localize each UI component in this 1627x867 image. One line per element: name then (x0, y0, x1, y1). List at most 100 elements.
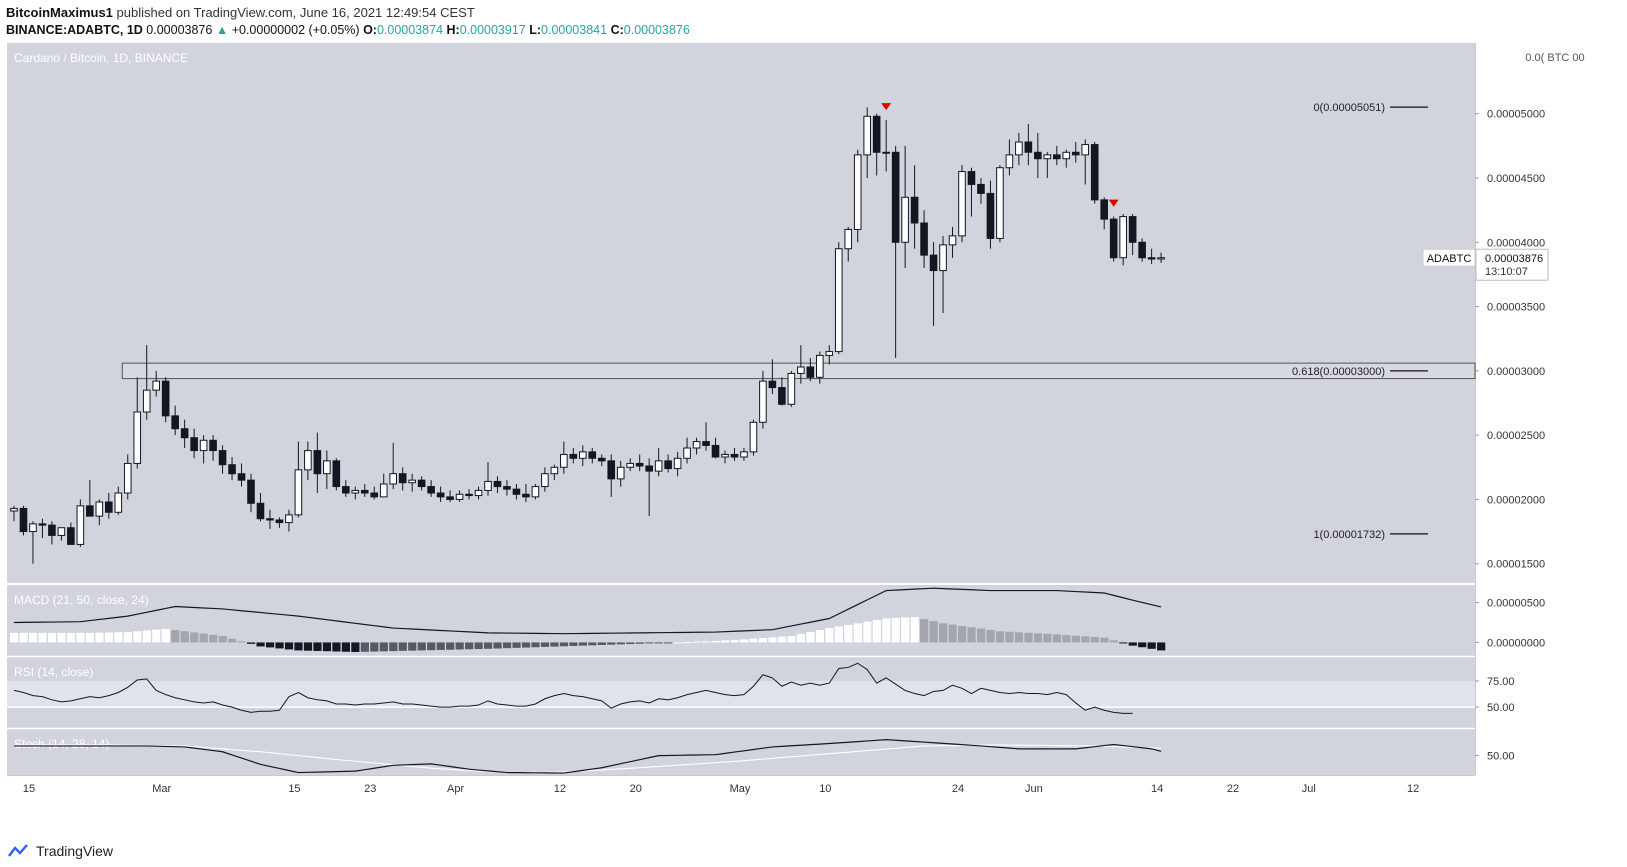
candle-up[interactable] (76, 505, 85, 545)
candle-down[interactable] (161, 380, 170, 417)
candle-up[interactable] (816, 354, 824, 378)
stoch-k-line[interactable] (14, 739, 1162, 774)
candle-down[interactable] (446, 496, 454, 500)
candle-down[interactable] (247, 479, 255, 504)
candle-up[interactable] (853, 154, 862, 230)
candle-up[interactable] (692, 441, 701, 449)
candle-down[interactable] (664, 460, 672, 470)
candle-up[interactable] (683, 447, 691, 459)
candle-up[interactable] (787, 372, 796, 405)
candle-up[interactable] (939, 244, 947, 272)
candle-up[interactable] (304, 450, 312, 471)
candle-up[interactable] (654, 460, 663, 472)
candle-down[interactable] (1138, 241, 1146, 259)
candle-down[interactable] (607, 460, 616, 480)
candle-up[interactable] (152, 380, 160, 391)
candle-up[interactable] (948, 235, 957, 246)
candle-down[interactable] (778, 387, 786, 405)
candle-down[interactable] (569, 453, 578, 459)
candle-up[interactable] (550, 466, 559, 475)
candle-down[interactable] (417, 479, 426, 488)
candle-down[interactable] (493, 480, 502, 488)
candle-up[interactable] (560, 453, 568, 468)
candle-down[interactable] (190, 437, 198, 452)
candle-down[interactable] (929, 254, 938, 272)
candle-down[interactable] (332, 460, 341, 488)
candle-up[interactable] (10, 507, 18, 512)
candle-up[interactable] (484, 480, 492, 491)
candle-up[interactable] (834, 248, 843, 353)
candle-down[interactable] (872, 115, 881, 153)
candle-down[interactable] (342, 486, 350, 494)
candle-down[interactable] (1090, 144, 1099, 201)
candle-down[interactable] (588, 451, 597, 459)
candle-down[interactable] (237, 473, 246, 481)
candle-up[interactable] (455, 493, 464, 500)
candle-down[interactable] (768, 380, 777, 389)
candle-down[interactable] (522, 493, 530, 498)
candle-up[interactable] (379, 483, 388, 498)
candle-down[interactable] (730, 453, 739, 458)
candle-down[interactable] (360, 489, 369, 494)
candle-down[interactable] (228, 464, 236, 475)
candle-up[interactable] (626, 462, 635, 468)
candle-up[interactable] (133, 411, 142, 464)
candle-down[interactable] (711, 444, 720, 458)
candle-down[interactable] (19, 507, 28, 533)
candle-down[interactable] (977, 183, 985, 194)
candle-down[interactable] (218, 450, 227, 466)
candle-up[interactable] (541, 473, 549, 488)
candle-down[interactable] (436, 492, 445, 498)
candle-down[interactable] (891, 151, 900, 243)
candle-up[interactable] (740, 451, 748, 458)
candle-down[interactable] (910, 196, 919, 224)
candle-down[interactable] (503, 486, 511, 490)
candle-up[interactable] (797, 366, 805, 374)
candle-down[interactable] (256, 502, 265, 520)
candle-down[interactable] (465, 493, 473, 497)
candle-down[interactable] (806, 366, 815, 378)
candle-up[interactable] (531, 486, 540, 498)
candle-up[interactable] (1119, 216, 1127, 259)
candle-up[interactable] (285, 514, 293, 524)
candle-down[interactable] (38, 523, 47, 526)
candle-up[interactable] (721, 453, 729, 458)
candle-down[interactable] (920, 222, 928, 256)
candle-up[interactable] (389, 473, 397, 485)
candle-up[interactable] (673, 457, 682, 470)
candle-up[interactable] (29, 523, 37, 533)
candle-down[interactable] (105, 501, 113, 513)
candle-up[interactable] (882, 151, 890, 154)
candle-down[interactable] (1034, 151, 1042, 160)
candle-up[interactable] (1062, 151, 1071, 160)
candle-down[interactable] (398, 473, 407, 484)
candle-up[interactable] (1081, 144, 1090, 156)
candle-down[interactable] (1109, 218, 1118, 259)
macd-line[interactable] (13, 587, 1162, 635)
candle-up[interactable] (323, 460, 331, 475)
candle-down[interactable] (1100, 199, 1109, 220)
candle-down[interactable] (266, 518, 274, 521)
candle-up[interactable] (57, 527, 66, 536)
rsi-line[interactable] (13, 662, 1133, 714)
candle-down[interactable] (1071, 151, 1080, 156)
price-axis[interactable] (1475, 43, 1623, 775)
candle-up[interactable] (844, 228, 853, 250)
tradingview-logo-icon[interactable] (8, 844, 30, 858)
candle-up[interactable] (863, 115, 872, 156)
candle-down[interactable] (986, 192, 995, 239)
candle-up[interactable] (123, 462, 132, 494)
candle-up[interactable] (95, 501, 104, 517)
candle-down[interactable] (597, 457, 606, 462)
candle-up[interactable] (579, 451, 587, 459)
candle-up[interactable] (1043, 154, 1052, 160)
time-axis[interactable] (7, 775, 1475, 799)
candle-down[interactable] (275, 519, 284, 524)
candle-up[interactable] (749, 421, 758, 453)
candle-up[interactable] (294, 469, 303, 516)
candle-down[interactable] (48, 524, 56, 536)
candle-down[interactable] (370, 492, 379, 498)
candle-up[interactable] (1157, 257, 1165, 260)
candle-up[interactable] (142, 389, 151, 413)
candle-up[interactable] (1005, 154, 1014, 169)
